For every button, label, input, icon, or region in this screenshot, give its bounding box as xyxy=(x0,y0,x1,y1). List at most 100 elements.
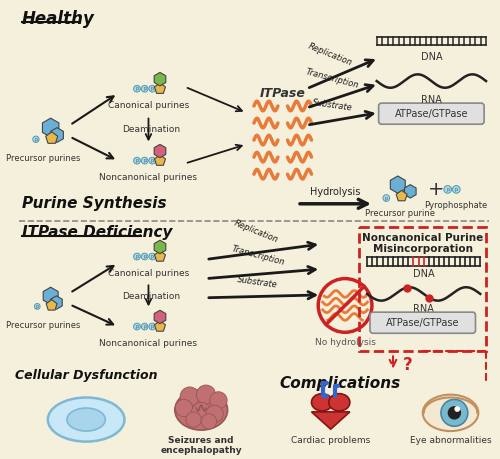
Text: Precursor purines: Precursor purines xyxy=(6,154,80,163)
Circle shape xyxy=(142,85,148,92)
Text: Precursor purines: Precursor purines xyxy=(6,321,80,330)
Text: DNA: DNA xyxy=(413,269,434,279)
Polygon shape xyxy=(43,287,58,304)
FancyBboxPatch shape xyxy=(378,103,484,124)
Text: p: p xyxy=(136,324,138,329)
Polygon shape xyxy=(312,412,350,429)
Text: p: p xyxy=(151,86,154,91)
Text: p: p xyxy=(446,187,449,192)
Text: Pyrophosphate: Pyrophosphate xyxy=(424,201,487,210)
Text: Precursor purine: Precursor purine xyxy=(364,208,434,218)
Text: ITPase Deficiency: ITPase Deficiency xyxy=(22,225,172,240)
Text: p: p xyxy=(143,158,146,163)
Circle shape xyxy=(180,387,200,406)
Text: Noncanonical purines: Noncanonical purines xyxy=(100,173,198,182)
Circle shape xyxy=(201,414,216,429)
Text: p: p xyxy=(34,137,37,142)
Text: p: p xyxy=(143,254,146,259)
Text: Cellular Dysfunction: Cellular Dysfunction xyxy=(15,369,158,382)
Circle shape xyxy=(134,157,140,164)
Ellipse shape xyxy=(312,394,332,411)
Polygon shape xyxy=(154,83,166,93)
Circle shape xyxy=(448,406,461,420)
Text: p: p xyxy=(143,86,146,91)
Text: p: p xyxy=(36,304,39,309)
Text: Eye abnormalities: Eye abnormalities xyxy=(410,436,492,445)
Text: RNA: RNA xyxy=(414,304,434,314)
Circle shape xyxy=(383,195,390,202)
Ellipse shape xyxy=(422,395,478,431)
FancyBboxPatch shape xyxy=(370,312,476,333)
Polygon shape xyxy=(154,240,166,254)
Circle shape xyxy=(452,185,460,193)
Circle shape xyxy=(134,85,140,92)
Circle shape xyxy=(454,406,460,412)
Text: p: p xyxy=(143,324,146,329)
Text: Noncanonical Purine
Misincorporation: Noncanonical Purine Misincorporation xyxy=(362,233,484,254)
Text: +: + xyxy=(428,180,444,199)
Polygon shape xyxy=(154,73,166,86)
Circle shape xyxy=(142,253,148,260)
Text: ITPase: ITPase xyxy=(260,87,306,100)
Text: Noncanonical purines: Noncanonical purines xyxy=(100,339,198,348)
Circle shape xyxy=(34,303,40,309)
Polygon shape xyxy=(42,118,59,137)
Text: p: p xyxy=(151,158,154,163)
Circle shape xyxy=(134,323,140,330)
Ellipse shape xyxy=(175,390,228,430)
Text: Deamination: Deamination xyxy=(122,292,180,301)
Polygon shape xyxy=(154,155,166,165)
Circle shape xyxy=(32,136,39,142)
Polygon shape xyxy=(154,321,166,331)
Text: p: p xyxy=(384,196,388,201)
Text: Canonical purines: Canonical purines xyxy=(108,269,189,278)
Text: ?: ? xyxy=(402,356,412,374)
Circle shape xyxy=(149,85,156,92)
Text: Purine Synthesis: Purine Synthesis xyxy=(22,196,167,211)
Text: Substrate: Substrate xyxy=(312,98,354,113)
Circle shape xyxy=(149,253,156,260)
Circle shape xyxy=(134,253,140,260)
Text: p: p xyxy=(136,86,138,91)
Circle shape xyxy=(149,323,156,330)
Circle shape xyxy=(186,412,201,427)
Text: RNA: RNA xyxy=(421,95,442,106)
Circle shape xyxy=(142,157,148,164)
Text: p: p xyxy=(454,187,458,192)
Polygon shape xyxy=(404,185,416,198)
Text: No hydrolysis: No hydrolysis xyxy=(314,338,376,347)
Text: Canonical purines: Canonical purines xyxy=(108,101,189,110)
Text: ATPase/GTPase: ATPase/GTPase xyxy=(386,318,460,328)
Polygon shape xyxy=(154,144,166,158)
Text: p: p xyxy=(151,254,154,259)
Text: Transcription: Transcription xyxy=(305,67,360,90)
Polygon shape xyxy=(46,132,58,143)
Circle shape xyxy=(176,399,192,417)
Polygon shape xyxy=(390,176,406,193)
Text: Transcription: Transcription xyxy=(230,244,285,267)
Text: Substrate: Substrate xyxy=(237,275,279,290)
Circle shape xyxy=(206,405,224,422)
Ellipse shape xyxy=(48,397,124,442)
Polygon shape xyxy=(154,251,166,261)
Text: p: p xyxy=(136,158,138,163)
Ellipse shape xyxy=(329,394,350,411)
Circle shape xyxy=(192,402,211,421)
Text: Replication: Replication xyxy=(232,219,280,245)
Text: Seizures and
encephalopathy: Seizures and encephalopathy xyxy=(160,436,242,455)
Circle shape xyxy=(196,385,216,404)
Text: Hydrolysis: Hydrolysis xyxy=(310,187,360,197)
Text: Cardiac problems: Cardiac problems xyxy=(291,436,370,445)
Polygon shape xyxy=(396,190,407,201)
Circle shape xyxy=(210,392,227,409)
Text: Deamination: Deamination xyxy=(122,125,180,134)
Ellipse shape xyxy=(67,408,106,431)
Polygon shape xyxy=(46,300,57,310)
Circle shape xyxy=(149,157,156,164)
Polygon shape xyxy=(154,310,166,324)
Text: p: p xyxy=(136,254,138,259)
Text: p: p xyxy=(151,324,154,329)
Circle shape xyxy=(441,399,468,426)
Text: Complications: Complications xyxy=(280,376,401,392)
Circle shape xyxy=(444,185,452,193)
